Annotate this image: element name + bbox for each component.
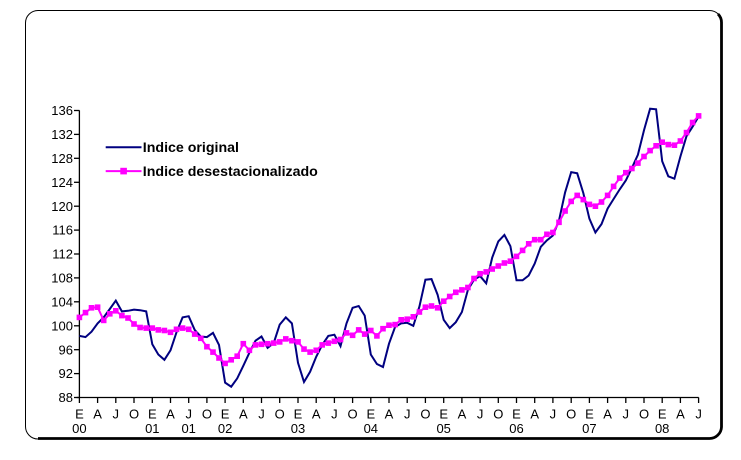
svg-text:J: J (695, 407, 702, 422)
svg-text:136: 136 (51, 103, 73, 118)
svg-text:E: E (585, 407, 594, 422)
svg-text:O: O (202, 407, 212, 422)
svg-text:04: 04 (364, 421, 378, 436)
svg-text:A: A (312, 407, 321, 422)
svg-text:07: 07 (582, 421, 596, 436)
svg-text:O: O (275, 407, 285, 422)
svg-text:J: J (477, 407, 484, 422)
svg-text:108: 108 (51, 271, 73, 286)
svg-text:E: E (148, 407, 157, 422)
svg-text:100: 100 (51, 318, 73, 333)
svg-text:A: A (385, 407, 394, 422)
svg-text:A: A (458, 407, 467, 422)
svg-text:05: 05 (436, 421, 450, 436)
svg-text:J: J (623, 407, 630, 422)
svg-text:06: 06 (509, 421, 523, 436)
svg-text:01: 01 (181, 421, 195, 436)
svg-text:E: E (512, 407, 521, 422)
svg-text:88: 88 (59, 390, 73, 405)
svg-text:O: O (348, 407, 358, 422)
svg-text:02: 02 (218, 421, 232, 436)
svg-text:A: A (93, 407, 102, 422)
svg-text:116: 116 (52, 223, 73, 238)
svg-text:A: A (166, 407, 175, 422)
svg-text:03: 03 (291, 421, 305, 436)
svg-text:J: J (404, 407, 411, 422)
svg-text:96: 96 (59, 342, 73, 357)
svg-text:Indice desestacionalizado: Indice desestacionalizado (143, 164, 318, 180)
svg-text:E: E (75, 407, 84, 422)
svg-text:O: O (129, 407, 139, 422)
svg-text:128: 128 (51, 151, 73, 166)
svg-text:00: 00 (72, 421, 86, 436)
svg-text:J: J (550, 407, 557, 422)
svg-text:E: E (221, 407, 230, 422)
svg-text:E: E (439, 407, 448, 422)
svg-text:92: 92 (59, 366, 73, 381)
svg-text:124: 124 (51, 175, 73, 190)
svg-text:J: J (331, 407, 338, 422)
svg-text:08: 08 (655, 421, 669, 436)
svg-text:E: E (366, 407, 375, 422)
svg-text:A: A (239, 407, 248, 422)
svg-text:132: 132 (51, 127, 73, 142)
svg-text:O: O (420, 407, 430, 422)
svg-text:E: E (294, 407, 303, 422)
svg-text:A: A (530, 407, 539, 422)
svg-text:A: A (603, 407, 612, 422)
svg-text:A: A (676, 407, 685, 422)
svg-text:J: J (113, 407, 120, 422)
svg-text:J: J (258, 407, 265, 422)
svg-text:O: O (639, 407, 649, 422)
svg-text:01: 01 (145, 421, 159, 436)
svg-text:120: 120 (51, 199, 73, 214)
svg-text:112: 112 (52, 247, 73, 262)
svg-text:E: E (658, 407, 667, 422)
svg-text:O: O (566, 407, 576, 422)
svg-text:O: O (493, 407, 503, 422)
svg-text:Indice original: Indice original (143, 140, 239, 156)
svg-text:104: 104 (51, 294, 73, 309)
svg-text:J: J (185, 407, 192, 422)
